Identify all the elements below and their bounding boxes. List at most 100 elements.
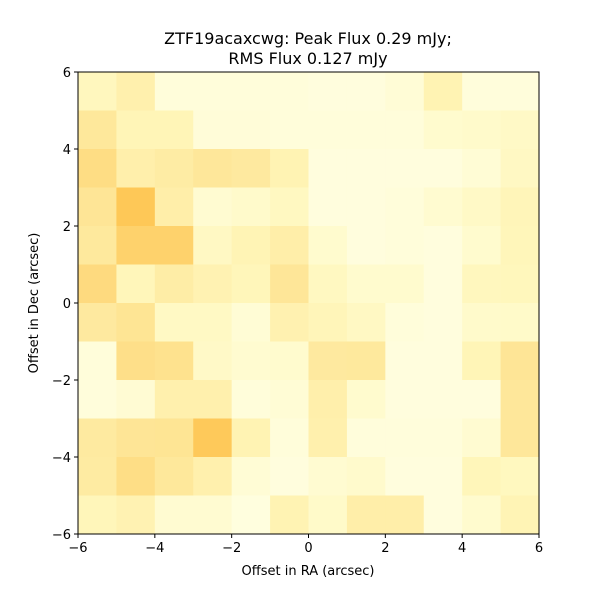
heatmap-cell xyxy=(231,264,271,304)
heatmap-cell xyxy=(154,380,194,419)
y-tick-label: 6 xyxy=(63,66,71,81)
heatmap-cell xyxy=(500,110,540,150)
y-axis-ticks: −6 −4 −2 0 2 4 6 xyxy=(52,66,78,543)
heatmap-cell xyxy=(462,226,501,265)
heatmap-cell xyxy=(423,495,463,535)
heatmap-cell xyxy=(193,110,233,150)
heatmap-cell xyxy=(78,187,117,227)
heatmap-cell xyxy=(78,380,117,419)
heatmap-cell xyxy=(193,187,233,227)
heatmap-cell xyxy=(462,380,501,419)
heatmap-cell xyxy=(385,380,425,419)
heatmap-cell xyxy=(346,495,386,535)
heatmap-cell xyxy=(308,226,348,265)
heatmap-cell xyxy=(231,149,271,188)
heatmap-cell xyxy=(500,341,540,381)
heatmap-cell xyxy=(193,418,233,458)
heatmap-cell xyxy=(231,226,271,265)
heatmap-cell xyxy=(346,149,386,188)
heatmap-cell xyxy=(423,457,463,496)
heatmap-cell xyxy=(154,457,194,496)
heatmap-cell xyxy=(270,264,309,304)
heatmap-cell xyxy=(270,303,309,342)
heatmap-cell xyxy=(462,149,501,188)
heatmap-cell xyxy=(193,264,233,304)
heatmap-cell xyxy=(154,72,194,111)
heatmap-cell xyxy=(270,187,309,227)
heatmap-cell xyxy=(308,264,348,304)
heatmap-cell xyxy=(78,457,117,496)
heatmap-cell xyxy=(308,341,348,381)
heatmap-cell xyxy=(116,110,156,150)
x-axis-label: Offset in RA (arcsec) xyxy=(242,564,375,579)
heatmap-cell xyxy=(308,303,348,342)
heatmap-cell xyxy=(385,264,425,304)
heatmap-cell xyxy=(116,495,156,535)
heatmap-cell xyxy=(270,341,309,381)
heatmap-cell xyxy=(193,72,233,111)
heatmap-cell xyxy=(462,495,501,535)
heatmap-cell xyxy=(231,380,271,419)
heatmap-cell xyxy=(346,418,386,458)
heatmap-cell xyxy=(462,457,501,496)
heatmap-cell xyxy=(346,110,386,150)
heatmap-cell xyxy=(500,495,540,535)
heatmap-cell xyxy=(78,303,117,342)
heatmap-cell xyxy=(154,187,194,227)
y-axis-label: Offset in Dec (arcsec) xyxy=(27,233,42,374)
heatmap-cell xyxy=(346,264,386,304)
heatmap-cell xyxy=(500,187,540,227)
heatmap-cell xyxy=(500,226,540,265)
heatmap-cell xyxy=(116,380,156,419)
heatmap-cell xyxy=(78,72,117,111)
heatmap-cell xyxy=(385,110,425,150)
heatmap-cell xyxy=(78,149,117,188)
heatmap-cell xyxy=(385,418,425,458)
heatmap-cell xyxy=(78,264,117,304)
x-tick-label: −6 xyxy=(68,541,87,556)
heatmap-cell xyxy=(423,149,463,188)
heatmap-cell xyxy=(78,110,117,150)
heatmap-cell xyxy=(193,341,233,381)
heatmap-cell xyxy=(423,110,463,150)
heatmap-cell xyxy=(270,495,309,535)
heatmap-cell xyxy=(346,457,386,496)
y-tick-label: −6 xyxy=(52,528,71,543)
heatmap-cell xyxy=(154,149,194,188)
heatmap-cell xyxy=(500,149,540,188)
heatmap-cell xyxy=(270,226,309,265)
heatmap-cell xyxy=(346,226,386,265)
heatmap-cell xyxy=(193,380,233,419)
heatmap-cell xyxy=(346,303,386,342)
heatmap-cell xyxy=(385,226,425,265)
heatmap-cell xyxy=(346,341,386,381)
heatmap-cell xyxy=(116,418,156,458)
heatmap-cell xyxy=(385,149,425,188)
heatmap-cell xyxy=(308,187,348,227)
heatmap-cell xyxy=(154,495,194,535)
chart-title-line-1: ZTF19acaxcwg: Peak Flux 0.29 mJy; xyxy=(164,29,452,48)
x-tick-label: 6 xyxy=(535,541,543,556)
heatmap-cell xyxy=(346,380,386,419)
heatmap-cell xyxy=(270,457,309,496)
y-tick-label: −2 xyxy=(52,374,71,389)
heatmap-cell xyxy=(116,226,156,265)
heatmap-cell xyxy=(116,341,156,381)
heatmap-cell xyxy=(270,380,309,419)
heatmap-cell xyxy=(308,149,348,188)
heatmap-cell xyxy=(154,110,194,150)
heatmap-cell xyxy=(423,226,463,265)
heatmap-cell xyxy=(78,341,117,381)
x-tick-label: −2 xyxy=(222,541,241,556)
heatmap-cell xyxy=(423,380,463,419)
heatmap-cell xyxy=(154,341,194,381)
heatmap-cell xyxy=(462,341,501,381)
heatmap-cell xyxy=(308,495,348,535)
y-tick-label: 0 xyxy=(63,297,71,312)
y-tick-label: 2 xyxy=(63,220,71,235)
heatmap-cell xyxy=(500,418,540,458)
heatmap-cell xyxy=(500,457,540,496)
heatmap-cell xyxy=(308,110,348,150)
